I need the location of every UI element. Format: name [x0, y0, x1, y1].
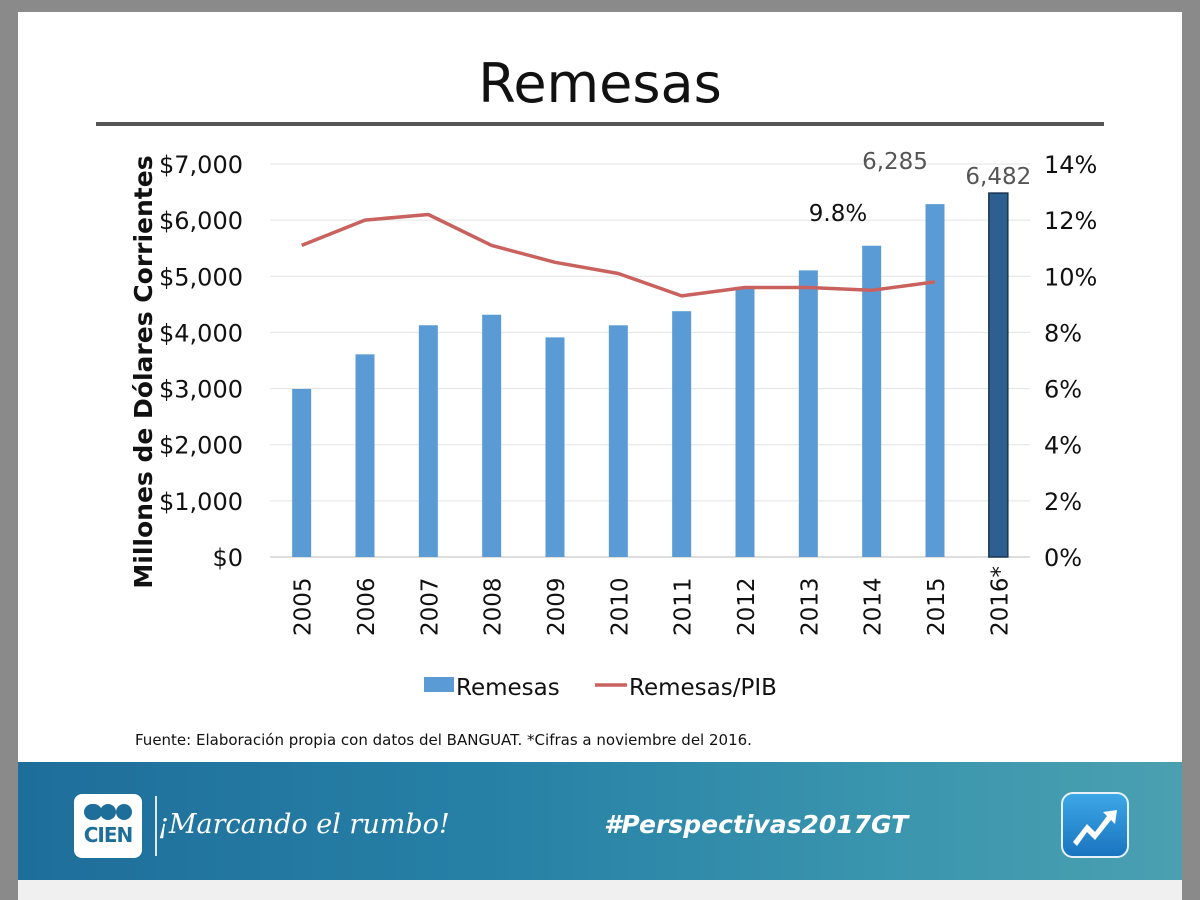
footer-divider — [155, 796, 157, 856]
bottom-strip — [18, 880, 1182, 900]
bar — [798, 270, 818, 557]
bar — [355, 354, 375, 557]
hashtag: #Perspectivas2017GT — [604, 810, 909, 839]
bar — [482, 314, 502, 557]
y-tick-label: $0 — [212, 544, 243, 572]
trend-arrow-icon[interactable] — [1061, 792, 1129, 858]
x-tick-label: 2015 — [924, 577, 950, 636]
y-axis-title: Millones de Dólares Corrientes — [129, 155, 158, 588]
y-tick-label: $1,000 — [159, 488, 243, 516]
x-tick-label: 2011 — [671, 577, 697, 636]
y-tick-label: $2,000 — [159, 432, 243, 460]
trend-arrow-glyph — [1073, 810, 1117, 846]
x-tick-label: 2016* — [987, 566, 1013, 636]
y-tick-label: $4,000 — [159, 319, 243, 347]
y2-tick-label: 2% — [1044, 488, 1082, 516]
bar — [418, 325, 438, 557]
logo-mark — [84, 804, 102, 820]
x-tick-label: 2005 — [291, 577, 317, 636]
legend-label: Remesas/PIB — [629, 675, 777, 701]
y2-tick-label: 0% — [1044, 544, 1082, 572]
slogan: ¡Marcando el rumbo! — [158, 809, 450, 840]
data-label: 6,482 — [965, 164, 1031, 190]
y-tick-label: $5,000 — [159, 263, 243, 291]
x-tick-label: 2008 — [481, 577, 507, 636]
y2-tick-label: 8% — [1044, 319, 1082, 347]
x-tick-label: 2012 — [734, 577, 760, 636]
bar — [292, 388, 312, 557]
y2-tick-label: 6% — [1044, 376, 1082, 404]
logo-mark — [100, 804, 116, 820]
slide — [18, 12, 1182, 880]
data-label: 9.8% — [809, 201, 867, 227]
chart: $0 $1,000 $2,000 $3,000 $4,000 $5,000 $6,000 $7… — [129, 149, 1097, 701]
legend-label: Remesas — [456, 675, 560, 701]
legend-swatch-remesas — [424, 677, 454, 692]
line-series-remesas-pib — [301, 212, 936, 298]
cien-logo[interactable]: CIEN — [74, 794, 142, 858]
y2-tick-label: 12% — [1044, 207, 1097, 235]
y2-tick-label: 10% — [1044, 263, 1097, 291]
x-tick-label: 2007 — [417, 577, 443, 636]
x-tick-label: 2014 — [861, 577, 887, 636]
bar — [545, 337, 565, 557]
bar — [735, 288, 755, 557]
bar — [608, 325, 628, 557]
x-tick-label: 2009 — [544, 577, 570, 636]
y2-tick-label: 14% — [1044, 151, 1097, 179]
footer-banner: CIEN ¡Marcando el rumbo! #Perspectivas20… — [18, 762, 1182, 880]
y-tick-label: $6,000 — [159, 207, 243, 235]
data-label: 6,285 — [862, 149, 928, 175]
y-tick-label: $3,000 — [159, 376, 243, 404]
bar — [862, 245, 882, 557]
bar — [925, 204, 945, 557]
bar — [672, 311, 692, 557]
source-note: Fuente: Elaboración propia con datos del… — [135, 731, 752, 749]
x-tick-label: 2010 — [607, 577, 633, 636]
title-divider — [96, 122, 1104, 126]
y-tick-label: $7,000 — [159, 151, 243, 179]
logo-mark — [116, 804, 132, 820]
bar — [988, 192, 1009, 558]
x-tick-label: 2006 — [354, 577, 380, 636]
chart-title: Remesas — [478, 52, 722, 115]
x-tick-label: 2013 — [797, 577, 823, 636]
logo-text: CIEN — [83, 823, 134, 847]
y2-tick-label: 4% — [1044, 432, 1082, 460]
